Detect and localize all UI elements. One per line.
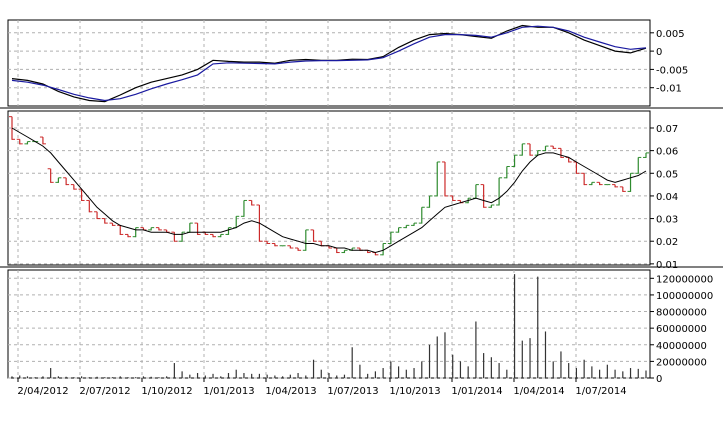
xtick-label: 1/10/2012 bbox=[141, 386, 192, 397]
price-ytick-label: 0.07 bbox=[656, 124, 678, 135]
macd-frame bbox=[7, 19, 651, 107]
xtick-label: 1/04/2014 bbox=[513, 386, 564, 397]
price-ytick-label: 0.04 bbox=[656, 192, 678, 203]
xtick-label: 1/01/2014 bbox=[451, 386, 502, 397]
volume-ytick-label: 100000000 bbox=[656, 291, 713, 302]
volume-ytick-label: 0 bbox=[656, 374, 662, 385]
price-ytick-label: 0.02 bbox=[656, 237, 678, 248]
volume-ytick-label: 20000000 bbox=[656, 357, 707, 368]
xtick-label: 2/07/2012 bbox=[79, 386, 130, 397]
price-frame bbox=[7, 110, 651, 266]
volume-panel: 120000000 100000000 80000000 60000000 400000… bbox=[7, 269, 713, 397]
volume-frame bbox=[7, 269, 651, 379]
macd-ytick-label: -0.01 bbox=[656, 84, 682, 95]
price-panel: 0.07 0.06 0.05 0.04 0.03 0.02 0.01 bbox=[0, 110, 723, 271]
macd-series-line-1 bbox=[11, 25, 647, 102]
xtick-label: 1/07/2014 bbox=[575, 386, 626, 397]
macd-ytick-label: 0 bbox=[656, 47, 662, 58]
xtick-label: 1/01/2013 bbox=[203, 386, 254, 397]
volume-ytick-label: 80000000 bbox=[656, 308, 707, 319]
xtick-label: 2/04/2012 bbox=[17, 386, 68, 397]
xtick-label: 1/04/2013 bbox=[265, 386, 316, 397]
macd-panel: 0.005 0 -0.005 -0.01 bbox=[0, 19, 723, 109]
volume-ytick-label: 60000000 bbox=[656, 324, 707, 335]
xtick-label: 1/10/2013 bbox=[389, 386, 440, 397]
price-ytick-label: 0.06 bbox=[656, 147, 678, 158]
price-ytick-label: 0.01 bbox=[656, 260, 678, 271]
volume-ytick-label: 120000000 bbox=[656, 274, 713, 285]
price-ytick-label: 0.05 bbox=[656, 169, 678, 180]
macd-ytick-label: -0.005 bbox=[656, 65, 688, 76]
moving-average-line bbox=[11, 127, 647, 254]
xtick-label: 1/07/2013 bbox=[327, 386, 378, 397]
price-ytick-label: 0.03 bbox=[656, 215, 678, 226]
volume-ytick-label: 40000000 bbox=[656, 341, 707, 352]
macd-ytick-label: 0.005 bbox=[656, 29, 685, 40]
